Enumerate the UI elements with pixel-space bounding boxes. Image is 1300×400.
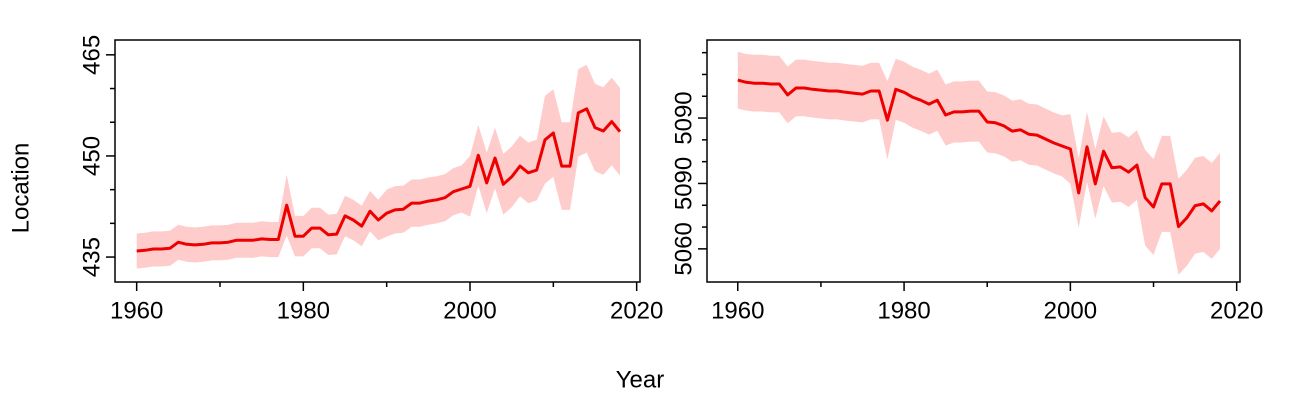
- x-tick-label: 2020: [1210, 297, 1263, 324]
- data-line: [737, 78, 1222, 229]
- y-tick-label: 450: [78, 136, 105, 176]
- x-axis-label: Year: [616, 366, 665, 393]
- x-tick-label: 1980: [877, 297, 930, 324]
- confidence-band: [136, 64, 620, 269]
- x-tick-label: 1960: [110, 297, 163, 324]
- x-tick-label: 2000: [1044, 297, 1097, 324]
- x-tick-label: 1980: [277, 297, 330, 324]
- x-tick-label: 2020: [610, 297, 663, 324]
- y-tick-label: 5090: [670, 91, 697, 144]
- y-tick-label: 435: [78, 237, 105, 277]
- x-tick-label: 1960: [711, 297, 764, 324]
- data-line: [136, 107, 622, 253]
- y-tick-label: 5090: [670, 157, 697, 210]
- y-axis-label: Location: [7, 143, 34, 234]
- x-tick-label: 2000: [443, 297, 496, 324]
- plot-frame: [114, 39, 641, 283]
- y-tick-label: 5060: [670, 222, 697, 275]
- y-tick-label: 465: [78, 35, 105, 75]
- confidence-band: [737, 51, 1220, 275]
